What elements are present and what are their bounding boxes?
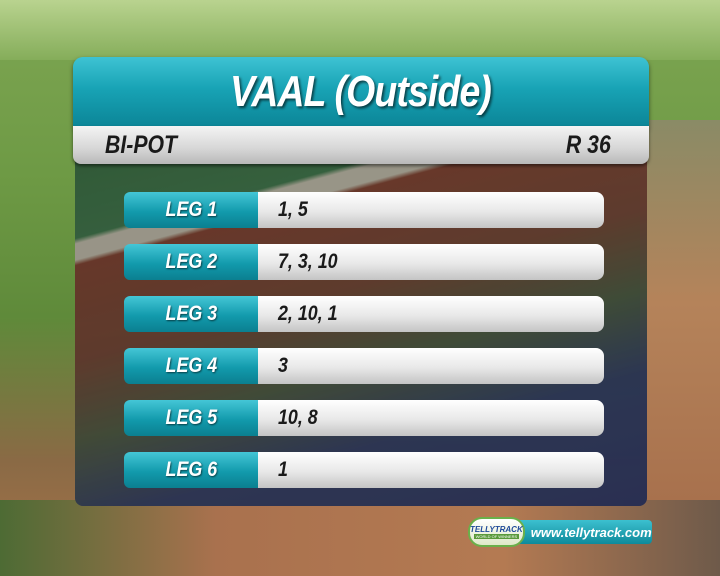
subheader-bar: BI-POT R 36 bbox=[73, 126, 649, 164]
tellytrack-logo: TELLYTRACK WORLD OF WINNERS bbox=[468, 517, 525, 547]
leg-selections-text: 10, 8 bbox=[278, 406, 318, 429]
race-number: R 36 bbox=[566, 130, 611, 159]
leg-label: LEG 3 bbox=[124, 296, 258, 332]
leg-selections-text: 2, 10, 1 bbox=[278, 302, 338, 325]
leg-row: LEG 6 1 bbox=[124, 452, 604, 488]
leg-selections-text: 1, 5 bbox=[278, 198, 308, 221]
leg-label-text: LEG 1 bbox=[165, 198, 217, 221]
leg-label-text: LEG 5 bbox=[165, 406, 217, 429]
leg-label-text: LEG 4 bbox=[165, 354, 217, 377]
leg-label: LEG 6 bbox=[124, 452, 258, 488]
logo-name: TELLYTRACK bbox=[470, 525, 523, 534]
website-url: www.tellytrack.com bbox=[516, 520, 652, 544]
leg-row: LEG 3 2, 10, 1 bbox=[124, 296, 604, 332]
leg-label: LEG 2 bbox=[124, 244, 258, 280]
leg-row: LEG 2 7, 3, 10 bbox=[124, 244, 604, 280]
leg-label-text: LEG 6 bbox=[165, 458, 217, 481]
leg-selections-text: 3 bbox=[278, 354, 288, 377]
leg-label-text: LEG 2 bbox=[165, 250, 217, 273]
leg-label: LEG 5 bbox=[124, 400, 258, 436]
title-bar: VAAL (Outside) bbox=[73, 57, 649, 127]
leg-selections: 10, 8 bbox=[258, 400, 604, 436]
leg-selections: 1, 5 bbox=[258, 192, 604, 228]
bet-type: BI-POT bbox=[105, 130, 178, 159]
leg-label: LEG 4 bbox=[124, 348, 258, 384]
leg-row: LEG 5 10, 8 bbox=[124, 400, 604, 436]
leg-selections: 1 bbox=[258, 452, 604, 488]
background-racecourse bbox=[0, 0, 720, 60]
leg-label: LEG 1 bbox=[124, 192, 258, 228]
leg-selections-text: 1 bbox=[278, 458, 288, 481]
leg-selections: 3 bbox=[258, 348, 604, 384]
leg-selections-text: 7, 3, 10 bbox=[278, 250, 338, 273]
leg-label-text: LEG 3 bbox=[165, 302, 217, 325]
leg-row: LEG 1 1, 5 bbox=[124, 192, 604, 228]
venue-title: VAAL (Outside) bbox=[230, 67, 492, 116]
leg-selections: 2, 10, 1 bbox=[258, 296, 604, 332]
logo-tagline: WORLD OF WINNERS bbox=[473, 534, 520, 539]
tellytrack-branding: TELLYTRACK WORLD OF WINNERS www.tellytra… bbox=[468, 517, 652, 547]
leg-row: LEG 4 3 bbox=[124, 348, 604, 384]
leg-selections: 7, 3, 10 bbox=[258, 244, 604, 280]
